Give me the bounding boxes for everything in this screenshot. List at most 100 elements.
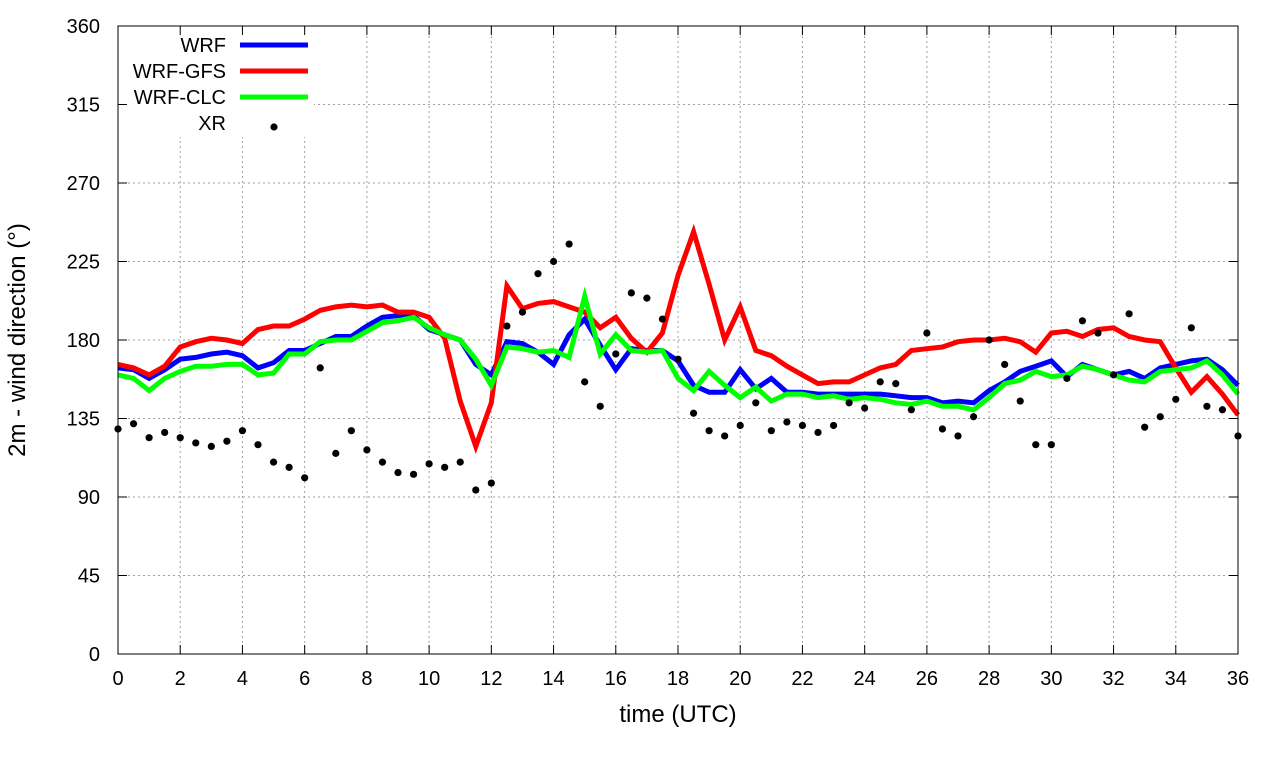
y-tick-label: 135	[67, 409, 100, 431]
data-point-xr	[409, 470, 418, 478]
y-tick-label: 270	[67, 173, 100, 195]
legend-label-xr: XR	[198, 113, 226, 135]
x-tick-label: 34	[1165, 668, 1187, 690]
x-tick-label: 24	[854, 668, 876, 690]
y-tick-label: 225	[67, 252, 100, 274]
y-tick-label: 315	[67, 95, 100, 117]
data-point-xr	[736, 421, 744, 430]
legend-marker-xr	[270, 123, 278, 131]
y-tick-label: 180	[67, 330, 100, 352]
series-layer	[114, 223, 1242, 494]
data-point-xr	[674, 355, 682, 363]
x-tick-label: 8	[361, 668, 372, 690]
data-point-xr	[534, 270, 542, 278]
data-point-xr	[861, 404, 869, 412]
data-point-xr	[176, 434, 184, 442]
data-point-xr	[1078, 317, 1087, 325]
y-tick-label: 0	[89, 644, 100, 666]
y-axis-title: 2m - wind direction (°)	[4, 223, 31, 457]
data-point-xr	[1063, 374, 1071, 382]
x-tick-label: 4	[237, 668, 248, 690]
data-point-xr	[767, 427, 775, 435]
data-point-xr	[1109, 371, 1118, 379]
data-point-xr	[301, 474, 309, 482]
data-point-xr	[876, 378, 884, 386]
data-point-xr	[798, 421, 807, 430]
data-point-xr	[689, 409, 698, 417]
x-tick-label: 0	[112, 668, 123, 690]
x-tick-label: 18	[667, 668, 689, 690]
data-point-xr	[783, 418, 791, 426]
data-point-xr	[1016, 397, 1024, 405]
data-point-xr	[643, 294, 651, 302]
data-point-xr	[923, 329, 931, 337]
data-point-xr	[985, 336, 993, 344]
x-tick-label: 12	[480, 668, 502, 690]
data-point-xr	[1187, 324, 1195, 332]
data-point-xr	[596, 402, 604, 410]
data-point-xr	[721, 432, 729, 440]
legend-label-wrf: WRF	[180, 35, 226, 57]
data-point-xr	[223, 437, 231, 445]
data-point-xr	[347, 427, 355, 435]
x-tick-label: 6	[299, 668, 310, 690]
data-point-xr	[969, 413, 978, 421]
data-point-xr	[1125, 310, 1133, 318]
data-point-xr	[472, 486, 480, 494]
y-tick-label: 90	[78, 487, 100, 509]
data-point-xr	[1001, 360, 1009, 369]
x-tick-label: 36	[1227, 668, 1249, 690]
data-point-xr	[1218, 406, 1227, 414]
data-point-xr	[269, 458, 278, 466]
data-point-xr	[1094, 329, 1102, 337]
data-point-xr	[581, 378, 589, 386]
x-tick-label: 14	[542, 668, 564, 690]
data-point-xr	[487, 479, 495, 487]
data-point-xr	[145, 434, 153, 442]
x-tick-label: 10	[418, 668, 440, 690]
data-point-xr	[1141, 423, 1149, 431]
data-point-xr	[456, 458, 464, 466]
x-tick-label: 16	[605, 668, 627, 690]
series-line-wrf-gfs	[117, 223, 1241, 454]
data-point-xr	[363, 446, 371, 454]
x-axis-title: time (UTC)	[619, 701, 736, 728]
data-point-xr	[425, 460, 433, 468]
series-line-wrf-clc	[117, 286, 1240, 413]
data-point-xr	[503, 322, 511, 330]
data-point-xr	[907, 406, 915, 414]
data-point-xr	[612, 350, 620, 358]
data-point-xr	[192, 439, 200, 447]
data-point-xr	[238, 427, 247, 435]
y-tick-label: 360	[67, 16, 100, 38]
x-tick-label: 2	[175, 668, 186, 690]
y-tick-label: 45	[78, 566, 100, 588]
x-tick-label: 22	[791, 668, 813, 690]
data-point-xr	[1032, 441, 1040, 449]
series-xr-points	[114, 240, 1242, 494]
data-point-xr	[1156, 413, 1164, 421]
x-tick-label: 30	[1040, 668, 1062, 690]
x-tick-label: 26	[916, 668, 938, 690]
data-point-xr	[254, 441, 262, 449]
legend-label-wrf-gfs: WRF-GFS	[133, 61, 226, 83]
legend: WRF WRF-GFS WRF-CLC XR	[133, 35, 308, 135]
data-point-xr	[332, 449, 340, 457]
data-point-xr	[378, 458, 387, 466]
data-point-xr	[1203, 402, 1211, 410]
data-point-xr	[1172, 395, 1180, 403]
data-point-xr	[892, 380, 900, 388]
data-point-xr	[814, 428, 822, 437]
data-point-xr	[705, 427, 713, 435]
data-point-xr	[129, 420, 138, 428]
data-point-xr	[1047, 441, 1055, 449]
data-point-xr	[938, 425, 947, 433]
data-point-xr	[161, 428, 169, 437]
data-point-xr	[394, 468, 402, 477]
data-point-xr	[285, 463, 293, 471]
x-tick-label: 20	[729, 668, 751, 690]
legend-label-wrf-clc: WRF-CLC	[134, 87, 226, 109]
x-tick-label: 32	[1102, 668, 1124, 690]
